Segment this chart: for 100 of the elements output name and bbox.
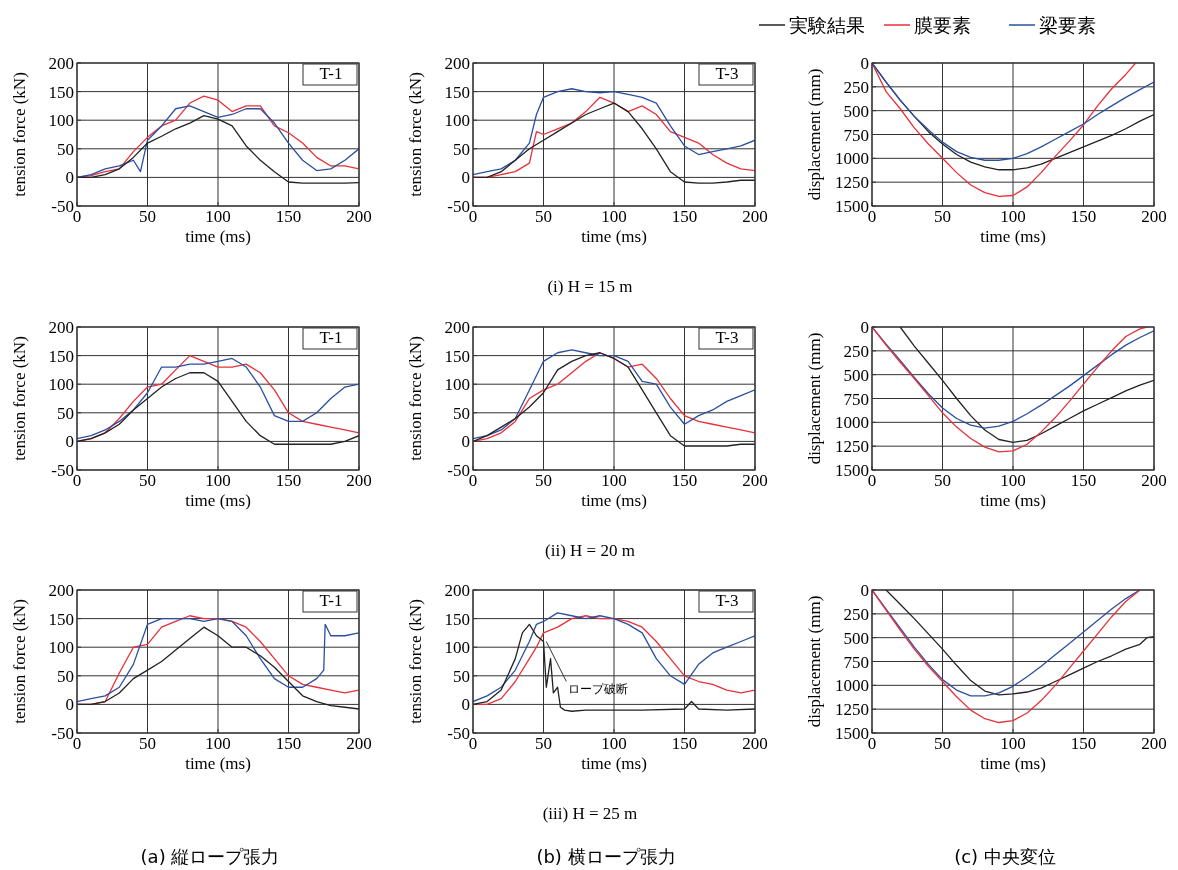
x-tick-label: 50 [934,471,951,490]
y-tick-label: 250 [843,77,869,97]
y-axis-title: displacement (mm) [805,68,824,201]
y-tick-label: 50 [57,139,74,159]
y-tick-label: -50 [447,461,470,480]
x-tick-label: 200 [1141,734,1167,753]
y-tick-label: 0 [461,695,470,715]
y-tick-label: -50 [447,197,470,216]
x-axis-title: time (ms) [185,754,251,773]
y-tick-label: 1250 [835,700,869,720]
x-tick-label: 200 [346,734,372,753]
x-tick-label: 50 [535,207,552,226]
x-axis-title: time (ms) [980,227,1046,246]
y-tick-label: 0 [860,54,869,73]
x-tick-label: 100 [601,734,627,753]
x-tick-label: 100 [601,207,627,226]
y-tick-label: 200 [444,581,470,600]
legend-label: 膜要素 [914,14,971,36]
y-tick-label: 150 [48,346,74,366]
text: (c) 中央変位 [954,846,1056,867]
x-axis-title: time (ms) [980,491,1046,510]
y-axis-title: tension force (kN) [406,336,425,461]
chart-title: T-3 [715,328,739,347]
x-tick-label: 150 [275,207,302,226]
x-tick-label: 100 [1000,471,1026,490]
y-axis-title: displacement (mm) [805,332,824,465]
y-tick-label: 200 [444,54,470,73]
x-tick-label: 100 [1000,734,1026,753]
y-tick-label: 500 [843,365,869,385]
y-tick-label: 250 [843,604,869,624]
chart-title: T-3 [715,64,739,83]
x-tick-label: 100 [205,207,231,226]
x-tick-label: 200 [346,207,372,226]
y-tick-label: 100 [48,111,74,131]
y-tick-label: 200 [444,318,470,337]
y-tick-label: 100 [444,375,470,395]
y-tick-label: 50 [453,666,470,686]
y-tick-label: 100 [444,638,470,658]
y-tick-label: 500 [843,101,869,121]
annotation: ロープ破断 [568,682,629,697]
y-tick-label: 200 [48,318,74,337]
y-tick-label: 1500 [835,461,869,480]
x-tick-label: 100 [205,471,231,490]
y-tick-label: -50 [51,724,74,743]
x-tick-label: 50 [934,207,951,226]
y-axis-title: tension force (kN) [10,336,29,461]
x-axis-title: time (ms) [581,227,647,246]
x-tick-label: 200 [346,471,372,490]
chart-title: T-3 [715,591,739,610]
y-tick-label: 0 [65,168,74,188]
y-axis-title: tension force (kN) [10,72,29,197]
y-tick-label: 0 [860,318,869,337]
chart-title: T-1 [319,64,343,83]
x-axis-title: time (ms) [581,754,647,773]
y-axis-title: tension force (kN) [406,599,425,724]
line-series [77,372,359,445]
y-tick-label: 0 [65,695,74,715]
y-tick-label: 150 [444,82,470,102]
x-tick-label: 50 [139,734,156,753]
x-tick-label: 50 [535,471,552,490]
y-tick-label: -50 [51,461,74,480]
x-tick-label: 200 [742,207,768,226]
text: (a) 縦ロープ張力 [140,846,280,867]
y-tick-label: 750 [843,125,869,145]
x-tick-label: 50 [535,734,552,753]
legend-label: 実験結果 [789,14,865,36]
y-tick-label: 200 [48,581,74,600]
text: (b) 横ロープ張力 [536,846,676,867]
chart-title: T-1 [319,328,343,347]
x-tick-label: 150 [1070,734,1097,753]
x-axis-title: time (ms) [185,227,251,246]
y-tick-label: 0 [860,581,869,600]
line-series [899,327,1154,443]
y-tick-label: 50 [57,666,74,686]
x-tick-label: 150 [1070,207,1097,226]
text: (iii) H = 25 m [542,804,638,823]
text: (ii) H = 20 m [545,541,635,560]
y-tick-label: 200 [48,54,74,73]
y-tick-label: 50 [453,403,470,423]
text: (i) H = 15 m [547,277,633,296]
x-tick-label: 50 [139,471,156,490]
y-tick-label: 150 [444,346,470,366]
y-tick-label: 100 [444,111,470,131]
y-tick-label: 1500 [835,724,869,743]
y-tick-label: 1500 [835,197,869,216]
x-axis-title: time (ms) [980,754,1046,773]
x-tick-label: 150 [275,471,302,490]
x-axis-title: time (ms) [581,491,647,510]
x-tick-label: 100 [205,734,231,753]
x-tick-label: 200 [742,734,768,753]
y-tick-label: 750 [843,389,869,409]
x-tick-label: 100 [601,471,627,490]
chart-title: T-1 [319,591,343,610]
y-tick-label: 150 [48,82,74,102]
x-tick-label: 150 [1070,471,1097,490]
y-tick-label: 150 [444,609,470,629]
y-tick-label: 150 [48,609,74,629]
x-axis-title: time (ms) [185,491,251,510]
y-tick-label: 1000 [835,676,869,696]
x-tick-label: 50 [934,734,951,753]
